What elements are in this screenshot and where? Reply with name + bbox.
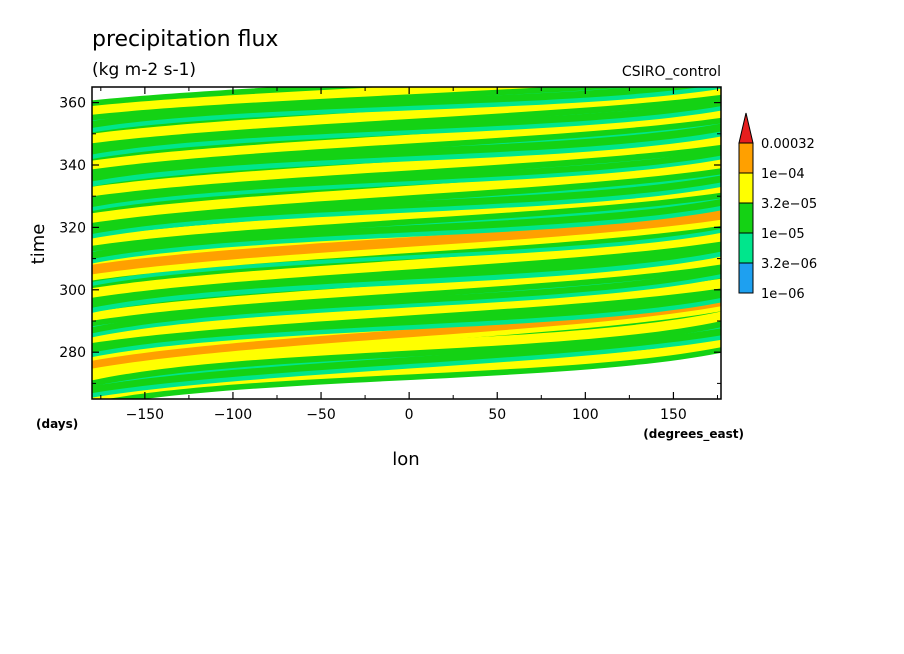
chart-subtitle: (kg m-2 s-1) bbox=[92, 60, 196, 80]
contour-band-core bbox=[92, 255, 721, 321]
contour-band-core bbox=[92, 123, 721, 182]
colorbar-swatch bbox=[738, 172, 754, 204]
contour-band-core bbox=[92, 210, 721, 275]
contour-band-core bbox=[92, 184, 721, 246]
contour-band-core bbox=[92, 109, 721, 170]
contour-band-core bbox=[92, 268, 721, 334]
contour-band-core bbox=[92, 87, 548, 115]
contour-band-core bbox=[92, 278, 721, 343]
y-axis-units: (days) bbox=[36, 417, 78, 431]
contour-bands bbox=[92, 87, 721, 399]
x-tick-label: 50 bbox=[488, 407, 506, 423]
colorbar-swatch bbox=[738, 232, 754, 264]
x-tick-label: −150 bbox=[126, 407, 164, 423]
y-tick-label: 280 bbox=[59, 345, 86, 361]
colorbar-swatch bbox=[738, 262, 754, 294]
colorbar-level-label: 1e−05 bbox=[761, 227, 805, 242]
colorbar-swatch bbox=[738, 142, 754, 174]
x-tick-label: 100 bbox=[572, 407, 599, 423]
contour-band-core bbox=[92, 198, 721, 259]
colorbar-level-label: 3.2e−06 bbox=[761, 257, 817, 272]
x-axis-label: lon bbox=[392, 449, 419, 470]
x-tick-label: 0 bbox=[405, 407, 414, 423]
colorbar-overflow-arrow bbox=[738, 112, 754, 144]
y-tick-label: 320 bbox=[59, 220, 86, 236]
model-annotation: CSIRO_control bbox=[622, 64, 721, 80]
colorbar-level-label: 1e−06 bbox=[761, 287, 805, 302]
contour-band-core bbox=[92, 175, 721, 235]
x-axis-units: (degrees_east) bbox=[643, 427, 744, 442]
contour-band-core bbox=[92, 298, 721, 369]
contour-band-core bbox=[92, 99, 721, 155]
contour-band-core bbox=[92, 328, 721, 394]
chart-title: precipitation flux bbox=[92, 27, 278, 52]
plot-frame bbox=[91, 86, 722, 400]
colorbar-level-label: 1e−04 bbox=[761, 167, 805, 182]
colorbar-level-label: 3.2e−05 bbox=[761, 197, 817, 212]
x-tick-label: −100 bbox=[214, 407, 252, 423]
y-axis-label: time bbox=[28, 224, 49, 265]
colorbar-level-label: 0.00032 bbox=[761, 137, 815, 152]
colorbar-legend: 1e−06 3.2e−06 1e−05 3.2e−05 1e−04 0.00032 bbox=[738, 112, 817, 302]
contour-band-outer bbox=[92, 87, 637, 121]
contour-band-core bbox=[92, 311, 721, 381]
contour-band-core bbox=[92, 87, 703, 128]
y-axis-ticks: 280 300 320 340 360 bbox=[59, 96, 721, 384]
x-tick-label: 150 bbox=[660, 407, 687, 423]
contour-band-core bbox=[92, 158, 721, 223]
y-tick-label: 300 bbox=[59, 283, 86, 299]
x-tick-label: −50 bbox=[306, 407, 336, 423]
contour-band-core bbox=[92, 149, 721, 208]
y-tick-label: 340 bbox=[59, 158, 86, 174]
contour-band-core bbox=[92, 231, 721, 298]
colorbar-swatch bbox=[738, 202, 754, 234]
x-axis-ticks: −150 −100 −50 0 50 100 150 bbox=[100, 87, 718, 423]
y-tick-label: 360 bbox=[59, 96, 86, 112]
